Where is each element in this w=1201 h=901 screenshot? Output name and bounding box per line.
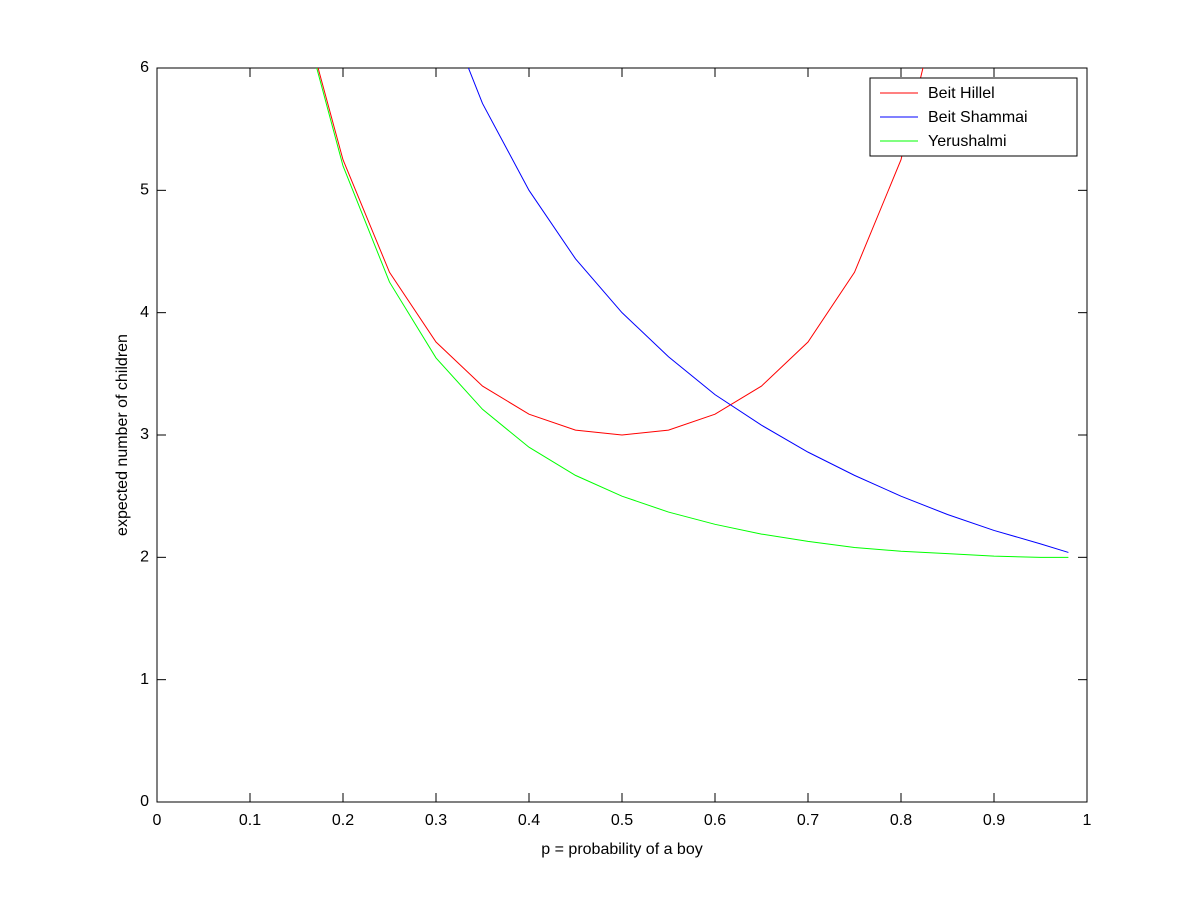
y-tick-label: 4 — [140, 304, 149, 321]
x-tick-label: 0.4 — [518, 812, 540, 829]
x-tick-label: 0.5 — [611, 812, 633, 829]
plot-area — [316, 68, 1069, 558]
x-tick-label: 0.1 — [239, 812, 261, 829]
y-tick-label: 0 — [140, 793, 149, 810]
line-series — [316, 68, 1069, 558]
y-tick-label: 6 — [140, 59, 149, 76]
legend-label: Yerushalmi — [928, 133, 1007, 150]
x-tick-label: 0.6 — [704, 812, 726, 829]
legend-label: Beit Hillel — [928, 85, 995, 102]
legend-label: Beit Shammai — [928, 109, 1028, 126]
x-tick-label: 0.8 — [890, 812, 912, 829]
x-tick-label: 0.9 — [983, 812, 1005, 829]
x-tick-label: 0.2 — [332, 812, 354, 829]
x-tick-label: 0.3 — [425, 812, 447, 829]
y-tick-label: 2 — [140, 549, 149, 566]
line-series — [317, 68, 924, 436]
line-series — [467, 68, 1069, 553]
x-tick-label: 0.7 — [797, 812, 819, 829]
x-tick-label: 0 — [153, 812, 162, 829]
y-axis-label: expected number of children — [114, 334, 131, 536]
y-tick-label: 3 — [140, 426, 149, 443]
y-tick-label: 5 — [140, 182, 149, 199]
y-tick-label: 1 — [140, 671, 149, 688]
x-tick-label: 1 — [1083, 812, 1092, 829]
x-axis-label: p = probability of a boy — [541, 841, 702, 858]
